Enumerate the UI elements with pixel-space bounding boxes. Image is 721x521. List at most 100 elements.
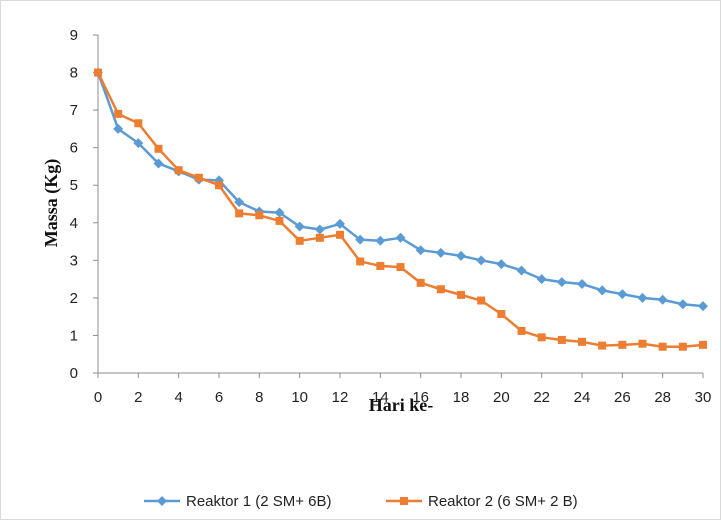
- series-2-point: [275, 216, 284, 225]
- series-2-point: [618, 340, 627, 349]
- series-1-point: [677, 299, 688, 310]
- y-tick-label: 9: [70, 27, 78, 44]
- series-1-point: [133, 138, 144, 149]
- series-2-point: [215, 181, 223, 190]
- y-tick-label: 4: [70, 215, 78, 232]
- x-tick-label: 12: [332, 389, 349, 406]
- series-2-point: [416, 278, 425, 287]
- series-2-point: [134, 119, 143, 128]
- x-tick-label: 8: [255, 389, 263, 406]
- x-tick-label: 30: [695, 389, 712, 406]
- series-2-point: [376, 261, 385, 270]
- y-tick-label: 5: [70, 177, 78, 194]
- series-2-point: [336, 230, 344, 239]
- x-tick-label: 10: [291, 389, 308, 406]
- y-tick-label: 8: [70, 65, 78, 82]
- series-2-point: [94, 68, 102, 77]
- series-1-point: [415, 245, 426, 256]
- legend-swatch-marker: [157, 496, 167, 506]
- y-tick-label: 0: [70, 365, 78, 382]
- x-tick-label: 2: [134, 389, 142, 406]
- series-2-point: [235, 209, 244, 218]
- x-tick-label: 26: [614, 389, 631, 406]
- series-1-point: [556, 277, 567, 288]
- series-1-point: [335, 218, 345, 229]
- x-tick-label: 18: [453, 389, 470, 406]
- series-1-point: [294, 221, 305, 232]
- y-tick-label: 3: [70, 252, 78, 269]
- series-2-point: [578, 337, 586, 346]
- y-tick-label: 1: [70, 327, 78, 344]
- series-2-line: [96, 72, 704, 348]
- legend-entry-2: Reaktor 2 (6 SM+ 2 B): [386, 493, 578, 510]
- x-tick-label: 22: [533, 389, 550, 406]
- series-1-point: [234, 197, 245, 208]
- series-1-point: [456, 250, 466, 261]
- series-layer: [93, 67, 708, 351]
- series-2-point: [678, 342, 687, 351]
- x-axis-title: Hari ke-: [369, 395, 434, 415]
- series-1-point: [617, 289, 628, 300]
- series-1-point: [314, 224, 325, 235]
- series-1-point: [637, 292, 648, 303]
- series-1-point: [597, 285, 608, 296]
- series-1-point: [496, 259, 507, 270]
- legend: Reaktor 1 (2 SM+ 6B) Reaktor 2 (6 SM+ 2 B…: [144, 493, 578, 510]
- x-tick-label: 6: [215, 389, 223, 406]
- series-2-point: [497, 310, 506, 319]
- series-1-point: [355, 234, 366, 245]
- series-2-point: [436, 285, 445, 294]
- x-tick-label: 0: [94, 389, 102, 406]
- series-2-point: [194, 173, 203, 182]
- legend-label: Reaktor 1 (2 SM+ 6B): [186, 493, 331, 510]
- series-2-point: [114, 109, 123, 118]
- legend-label: Reaktor 2 (6 SM+ 2 B): [428, 493, 578, 510]
- series-2-point: [517, 326, 526, 335]
- x-tick-label: 28: [654, 389, 671, 406]
- series-2-point: [658, 342, 667, 351]
- y-tick-label: 2: [70, 290, 78, 307]
- series-1-line: [96, 72, 704, 308]
- series-2-point: [295, 236, 304, 245]
- series-2-point: [557, 335, 566, 344]
- series-2-point: [396, 263, 405, 272]
- series-1-point: [375, 235, 386, 246]
- x-tick-label: 24: [574, 389, 591, 406]
- series-2-point: [699, 340, 707, 349]
- series-2-point: [315, 233, 324, 242]
- series-2-point: [598, 341, 607, 350]
- series-2-point: [457, 290, 465, 299]
- legend-entry-1: Reaktor 1 (2 SM+ 6B): [144, 493, 331, 510]
- series-1-point: [153, 158, 164, 169]
- series-1-point: [536, 274, 547, 285]
- y-axis-title: Massa (Kg): [41, 159, 62, 248]
- series-1: [93, 67, 708, 312]
- y-tick-label: 6: [70, 140, 78, 157]
- series-1-point: [657, 294, 668, 305]
- series-1-point: [577, 278, 587, 289]
- series-1-point: [435, 247, 446, 258]
- x-tick-label: 20: [493, 389, 510, 406]
- series-1-point: [476, 255, 487, 266]
- y-tick-label: 7: [70, 102, 78, 119]
- series-1-point: [395, 232, 406, 243]
- x-tick-label: 16: [412, 389, 429, 406]
- series-2-point: [154, 144, 163, 153]
- series-2-point: [638, 339, 647, 348]
- series-2-point: [477, 296, 486, 305]
- series-1-point: [113, 123, 124, 134]
- series-2-point: [255, 211, 264, 220]
- series-2-point: [174, 166, 183, 175]
- series-2-point: [537, 333, 546, 342]
- series-1-point: [698, 301, 708, 312]
- legend-swatch-marker: [400, 497, 408, 505]
- series-1-point: [274, 207, 285, 218]
- series-2: [94, 68, 707, 351]
- x-tick-label: 14: [372, 389, 389, 406]
- series-1-point: [516, 265, 527, 276]
- x-tick-label: 4: [174, 389, 182, 406]
- series-2-point: [356, 257, 365, 266]
